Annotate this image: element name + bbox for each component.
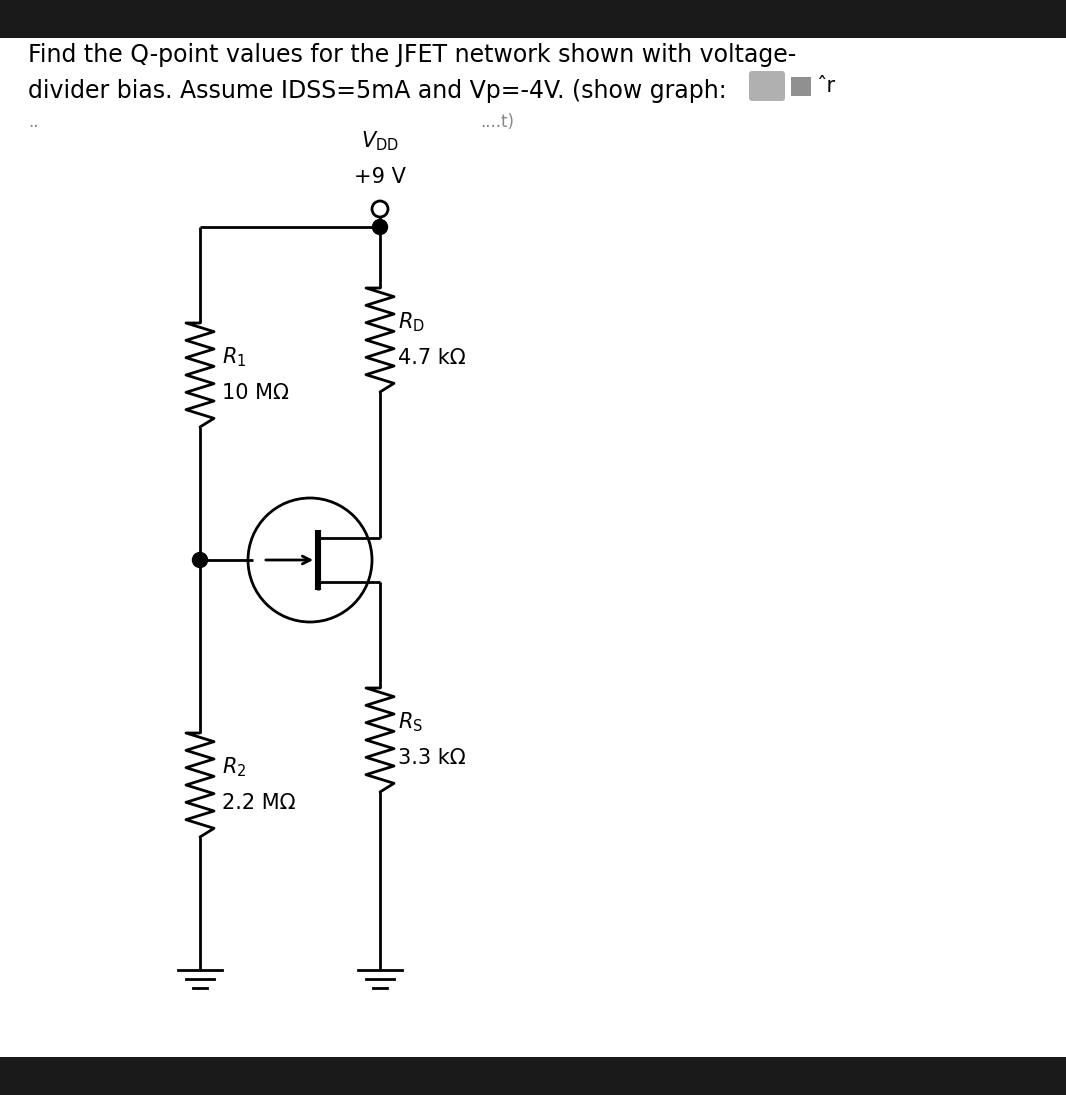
Text: $R_{\mathrm{D}}$: $R_{\mathrm{D}}$ [398, 310, 425, 334]
Text: $V_{\mathrm{DD}}$: $V_{\mathrm{DD}}$ [361, 129, 399, 153]
Text: ..: .. [28, 113, 38, 131]
Text: 2.2 MΩ: 2.2 MΩ [222, 793, 295, 812]
Text: 4.7 kΩ: 4.7 kΩ [398, 348, 466, 368]
Text: ....t): ....t) [480, 113, 514, 131]
Text: +9 V: +9 V [354, 168, 406, 187]
Bar [0, 0, 1066, 38]
Text: $R_2$: $R_2$ [222, 756, 246, 779]
Text: $R_{\mathrm{S}}$: $R_{\mathrm{S}}$ [398, 711, 423, 734]
Text: 3.3 kΩ: 3.3 kΩ [398, 748, 466, 768]
Text: Find the Q-point values for the JFET network shown with voltage-: Find the Q-point values for the JFET net… [28, 43, 796, 67]
Text: $R_1$: $R_1$ [222, 345, 246, 369]
FancyBboxPatch shape [749, 71, 785, 101]
Text: divider bias. Assume IDSS=5mA and Vp=-4V. (show graph:: divider bias. Assume IDSS=5mA and Vp=-4V… [28, 79, 727, 103]
Circle shape [193, 553, 208, 567]
Bar [791, 77, 811, 96]
Text: ˆr: ˆr [815, 76, 835, 96]
Circle shape [372, 219, 388, 234]
Bar [0, 1057, 1066, 1095]
Text: 10 MΩ: 10 MΩ [222, 383, 289, 403]
